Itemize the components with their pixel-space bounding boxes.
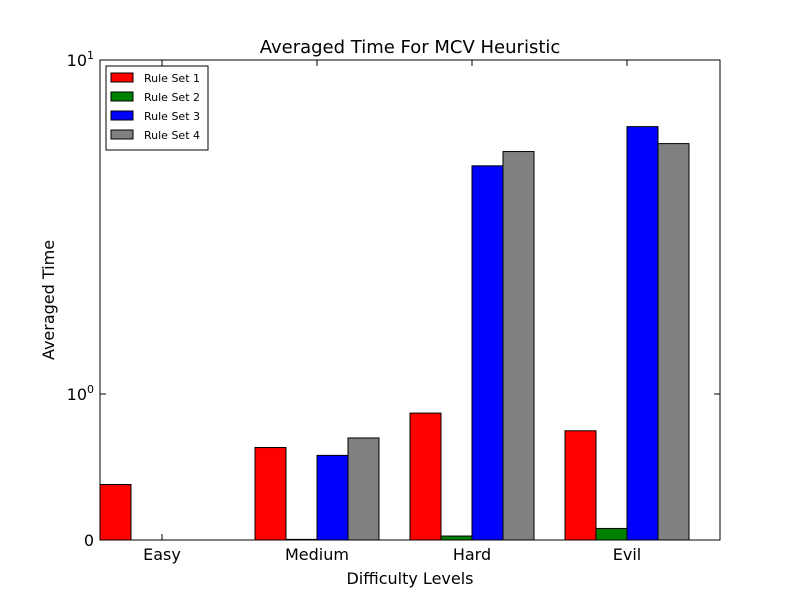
y-tick-label: 100 bbox=[67, 383, 94, 404]
x-tick-label-evil: Evil bbox=[613, 545, 641, 564]
x-tick-label-easy: Easy bbox=[143, 545, 181, 564]
legend-swatch-series-3 bbox=[110, 110, 134, 121]
legend-label-series-4: Rule Set 4 bbox=[144, 129, 200, 142]
bar-hard-series-3 bbox=[471, 165, 504, 541]
bar-medium-series-1 bbox=[254, 447, 287, 541]
legend-label-series-2: Rule Set 2 bbox=[144, 91, 200, 104]
bar-hard-series-1 bbox=[409, 412, 442, 541]
legend-label-series-1: Rule Set 1 bbox=[144, 72, 200, 85]
chart-title: Averaged Time For MCV Heuristic bbox=[260, 37, 561, 58]
bar-easy-series-1 bbox=[99, 483, 132, 541]
bars-layer bbox=[99, 126, 690, 541]
bar-hard-series-4 bbox=[502, 151, 535, 541]
y-axis-label: Averaged Time bbox=[39, 240, 58, 360]
ticks-layer: Easy Medium Hard Evil 0 100 101 bbox=[67, 49, 720, 564]
bar-evil-series-2 bbox=[595, 527, 628, 541]
legend-swatch-series-4 bbox=[110, 129, 134, 140]
plot-frame bbox=[99, 59, 721, 541]
x-tick-label-medium: Medium bbox=[285, 545, 349, 564]
legend: Rule Set 1 Rule Set 2 Rule Set 3 Rule Set 4 bbox=[105, 65, 209, 151]
x-axis-label: Difficulty Levels bbox=[346, 569, 473, 588]
y-tick-label: 101 bbox=[67, 49, 94, 70]
bar-hard-series-2 bbox=[440, 535, 473, 541]
bar-evil-series-4 bbox=[657, 143, 690, 541]
bar-medium-series-4 bbox=[347, 437, 380, 541]
bar-evil-series-1 bbox=[564, 430, 597, 541]
bar-medium-series-3 bbox=[316, 454, 349, 541]
legend-swatch-series-1 bbox=[110, 72, 134, 83]
legend-swatch-series-2 bbox=[110, 91, 134, 102]
y-tick-label: 0 bbox=[84, 531, 94, 550]
bar-evil-series-3 bbox=[626, 126, 659, 541]
x-tick-label-hard: Hard bbox=[453, 545, 491, 564]
legend-label-series-3: Rule Set 3 bbox=[144, 110, 200, 123]
